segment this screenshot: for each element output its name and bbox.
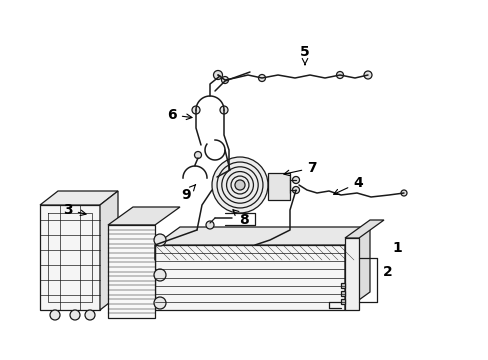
Polygon shape	[155, 227, 369, 245]
Bar	[345, 238, 358, 310]
Text: 8: 8	[232, 210, 248, 227]
Text: 3: 3	[63, 203, 86, 217]
Circle shape	[363, 71, 371, 79]
Polygon shape	[345, 220, 383, 238]
Text: 9: 9	[181, 185, 195, 202]
Circle shape	[212, 157, 267, 213]
Bar	[340, 283, 345, 288]
Text: 7: 7	[284, 161, 316, 176]
Circle shape	[292, 186, 299, 194]
Text: 1: 1	[391, 241, 401, 255]
Circle shape	[194, 152, 201, 158]
Text: 4: 4	[333, 176, 362, 194]
Text: 2: 2	[382, 265, 392, 279]
Circle shape	[154, 234, 165, 246]
Circle shape	[221, 77, 228, 84]
Circle shape	[50, 310, 60, 320]
Circle shape	[213, 71, 222, 80]
Polygon shape	[155, 245, 345, 310]
Circle shape	[192, 106, 200, 114]
Polygon shape	[345, 227, 369, 310]
Text: 5: 5	[300, 45, 309, 65]
Circle shape	[154, 297, 165, 309]
Circle shape	[258, 75, 265, 81]
Circle shape	[292, 187, 298, 193]
Circle shape	[400, 190, 406, 196]
Polygon shape	[108, 225, 155, 318]
Circle shape	[85, 310, 95, 320]
Circle shape	[292, 176, 299, 184]
Circle shape	[234, 180, 244, 190]
Circle shape	[292, 177, 298, 183]
Polygon shape	[40, 205, 100, 310]
Bar	[340, 299, 345, 304]
Circle shape	[336, 72, 343, 78]
Circle shape	[220, 106, 227, 114]
Circle shape	[70, 310, 80, 320]
Polygon shape	[40, 191, 118, 205]
Polygon shape	[108, 207, 180, 225]
Bar	[340, 291, 345, 296]
Polygon shape	[100, 191, 118, 310]
Circle shape	[205, 221, 214, 229]
Text: 6: 6	[167, 108, 192, 122]
Circle shape	[154, 269, 165, 281]
Polygon shape	[267, 173, 289, 200]
